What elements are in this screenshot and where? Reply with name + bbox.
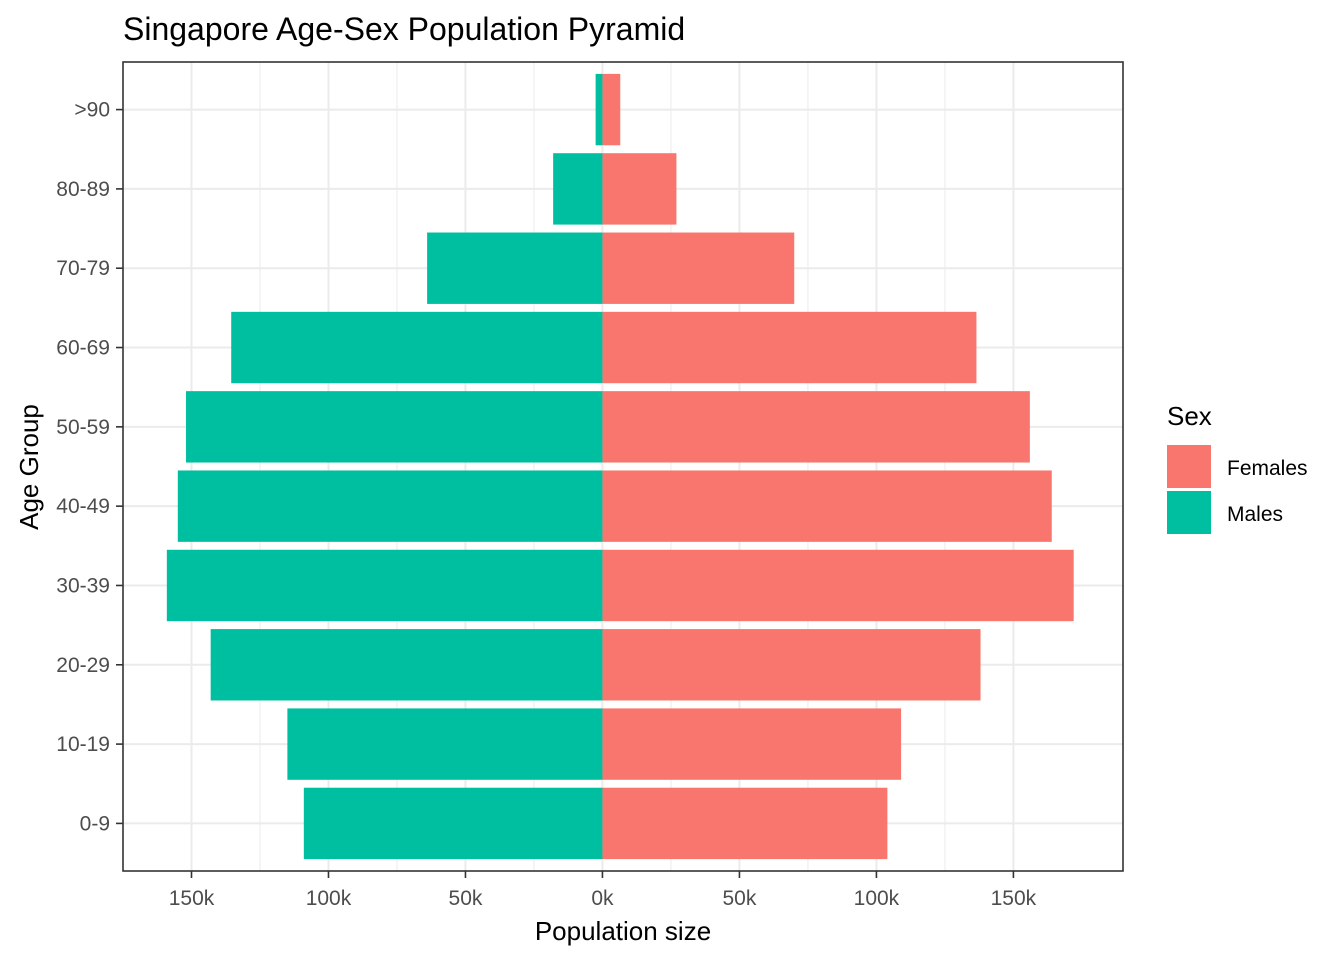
y-tick-label: 60-69 xyxy=(56,337,110,360)
x-tick-label: 50k xyxy=(449,887,483,910)
bar-females-0-9 xyxy=(602,787,888,860)
bar-females-90 xyxy=(602,73,621,146)
legend-key-males xyxy=(1167,491,1211,534)
bar-males-50-59 xyxy=(186,391,603,463)
y-tick-label: 80-89 xyxy=(56,178,110,201)
legend-title: Sex xyxy=(1167,401,1212,431)
y-tick-label: >90 xyxy=(74,99,110,122)
bar-males-70-79 xyxy=(427,232,603,304)
legend-label-females: Females xyxy=(1227,457,1308,480)
bar-males-90 xyxy=(595,73,603,146)
bar-females-60-69 xyxy=(602,311,977,384)
x-axis: 150k 100k 50k 0k 50k 100k 150k xyxy=(169,871,1037,910)
bars xyxy=(166,73,1074,860)
bar-males-30-39 xyxy=(166,549,603,622)
x-tick-label: 0k xyxy=(591,887,614,910)
bar-females-80-89 xyxy=(602,153,677,225)
x-tick-label: 100k xyxy=(306,887,352,910)
bar-females-30-39 xyxy=(602,549,1074,622)
legend-label-males: Males xyxy=(1227,503,1283,526)
bar-females-40-49 xyxy=(602,470,1052,542)
x-axis-title: Population size xyxy=(535,916,711,946)
bar-males-60-69 xyxy=(231,311,603,384)
chart-title: Singapore Age-Sex Population Pyramid xyxy=(123,11,685,47)
y-tick-label: 20-29 xyxy=(56,654,110,677)
bar-males-0-9 xyxy=(303,787,603,860)
bar-females-20-29 xyxy=(602,629,981,701)
x-tick-label: 150k xyxy=(169,887,215,910)
bar-males-10-19 xyxy=(287,708,603,780)
y-tick-label: 0-9 xyxy=(80,812,110,835)
y-tick-label: 40-49 xyxy=(56,495,110,518)
y-axis: 0-9 10-19 20-29 30-39 40-49 50-59 60-69 70-79 80… xyxy=(56,99,123,835)
plot-panel-border xyxy=(122,61,1124,872)
bar-females-50-59 xyxy=(602,391,1030,463)
legend-key-females xyxy=(1167,445,1211,488)
y-tick-label: 10-19 xyxy=(56,733,110,756)
y-tick-label: 70-79 xyxy=(56,257,110,280)
bar-females-10-19 xyxy=(602,708,902,780)
legend: Sex Females Males xyxy=(1167,401,1308,534)
x-tick-label: 50k xyxy=(723,887,757,910)
y-axis-title: Age Group xyxy=(14,404,44,530)
y-tick-label: 30-39 xyxy=(56,574,110,597)
x-tick-label: 150k xyxy=(991,887,1037,910)
y-tick-label: 50-59 xyxy=(56,416,110,439)
x-tick-label: 100k xyxy=(854,887,900,910)
bar-males-80-89 xyxy=(553,153,603,225)
bar-males-40-49 xyxy=(177,470,603,542)
bar-females-70-79 xyxy=(602,232,795,304)
bar-males-20-29 xyxy=(210,629,603,701)
